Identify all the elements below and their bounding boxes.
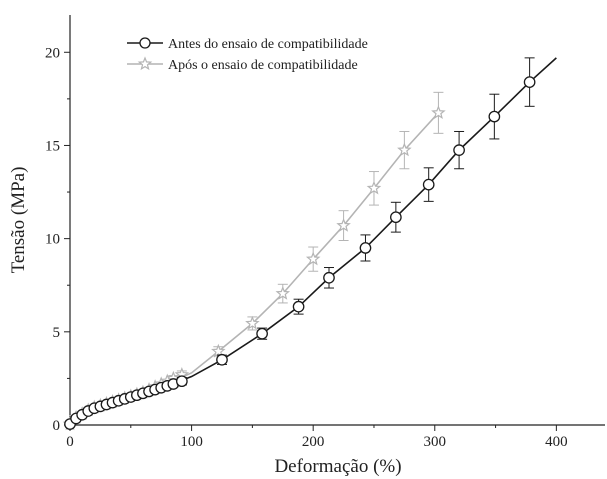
x-tick-label: 100 <box>180 434 203 450</box>
data-point <box>359 242 372 254</box>
legend-marker-antes <box>139 37 151 49</box>
legend-label-apos: Após o ensaio de compatibilidade <box>168 58 358 73</box>
y-tick-label: 10 <box>45 232 60 248</box>
legend: Antes do ensaio de compatibilidade Após … <box>127 37 368 73</box>
data-point <box>390 211 402 224</box>
data-point <box>453 144 465 156</box>
legend-marker-apos <box>137 56 153 71</box>
y-tick-label: 20 <box>45 45 60 61</box>
legend-label-antes: Antes do ensaio de compatibilidade <box>168 37 368 52</box>
data-point <box>431 105 446 120</box>
data-point <box>275 285 291 300</box>
x-tick-label: 400 <box>545 434 568 450</box>
series-apos <box>62 91 446 431</box>
series-line <box>69 112 440 426</box>
data-point <box>216 353 228 366</box>
data-point <box>397 142 412 157</box>
series-line <box>69 57 557 426</box>
x-axis-label: Deformação (%) <box>274 456 401 477</box>
data-point <box>323 271 335 284</box>
series-layer <box>62 57 557 431</box>
data-point <box>256 327 268 340</box>
data-point <box>422 178 435 191</box>
data-point <box>211 343 226 358</box>
axes: 0 100 200 300 400 0 5 10 15 20 <box>45 15 605 450</box>
series-antes <box>64 57 557 430</box>
y-tick-label: 5 <box>53 325 61 341</box>
x-tick-label: 200 <box>302 434 325 450</box>
data-point <box>488 110 501 123</box>
y-axis-label: Tensão (MPa) <box>8 167 29 274</box>
data-point <box>336 217 351 232</box>
y-tick-label: 15 <box>45 138 60 154</box>
data-point <box>523 76 536 88</box>
y-tick-label: 0 <box>53 418 61 434</box>
data-point <box>366 180 382 195</box>
data-point <box>245 315 260 330</box>
x-tick-label: 0 <box>66 434 74 450</box>
data-point <box>292 300 305 313</box>
x-tick-label: 300 <box>424 434 447 450</box>
data-point <box>176 375 188 388</box>
data-point <box>305 251 321 266</box>
